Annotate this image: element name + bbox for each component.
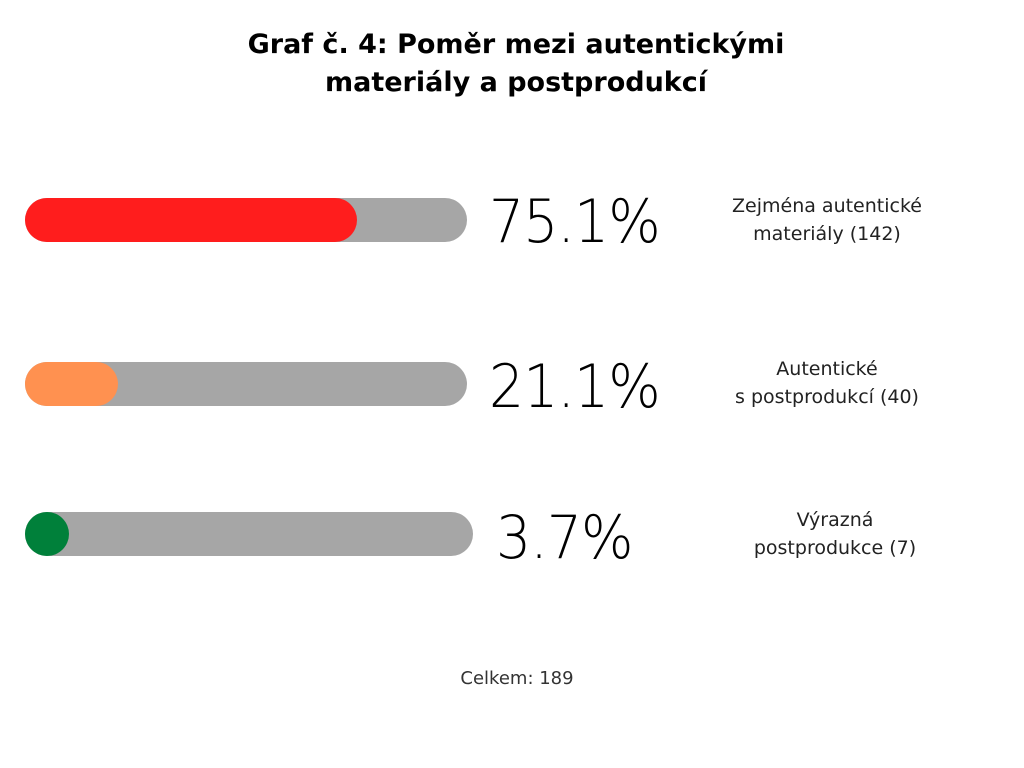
bar-row-strong-postproduction: 3.7% Výrazná postprodukce (7) [0,503,1024,591]
percent-label: 21.1% [489,352,661,422]
bar-fill [25,512,69,556]
bar-row-authentic: 75.1% Zejména autentické materiály (142) [0,192,1024,277]
category-label: Zejména autentické materiály (142) [732,195,922,245]
bar-track [25,512,473,556]
bar-fill [25,198,357,242]
bar-row-postproduction: 21.1% Autentické s postprodukcí (40) [0,357,1024,441]
percent-label: 75.1% [489,187,661,257]
bar-track [25,362,467,406]
total-count: Celkem: 189 [460,668,574,689]
category-label: Autentické s postprodukcí (40) [735,358,919,408]
bar-fill [25,362,119,406]
percent-label: 3.7% [496,503,633,573]
chart-title: Graf č. 4: Poměr mezi autentickými mater… [247,29,785,98]
category-label: Výrazná postprodukce (7) [753,509,917,559]
bar-track [25,198,467,242]
